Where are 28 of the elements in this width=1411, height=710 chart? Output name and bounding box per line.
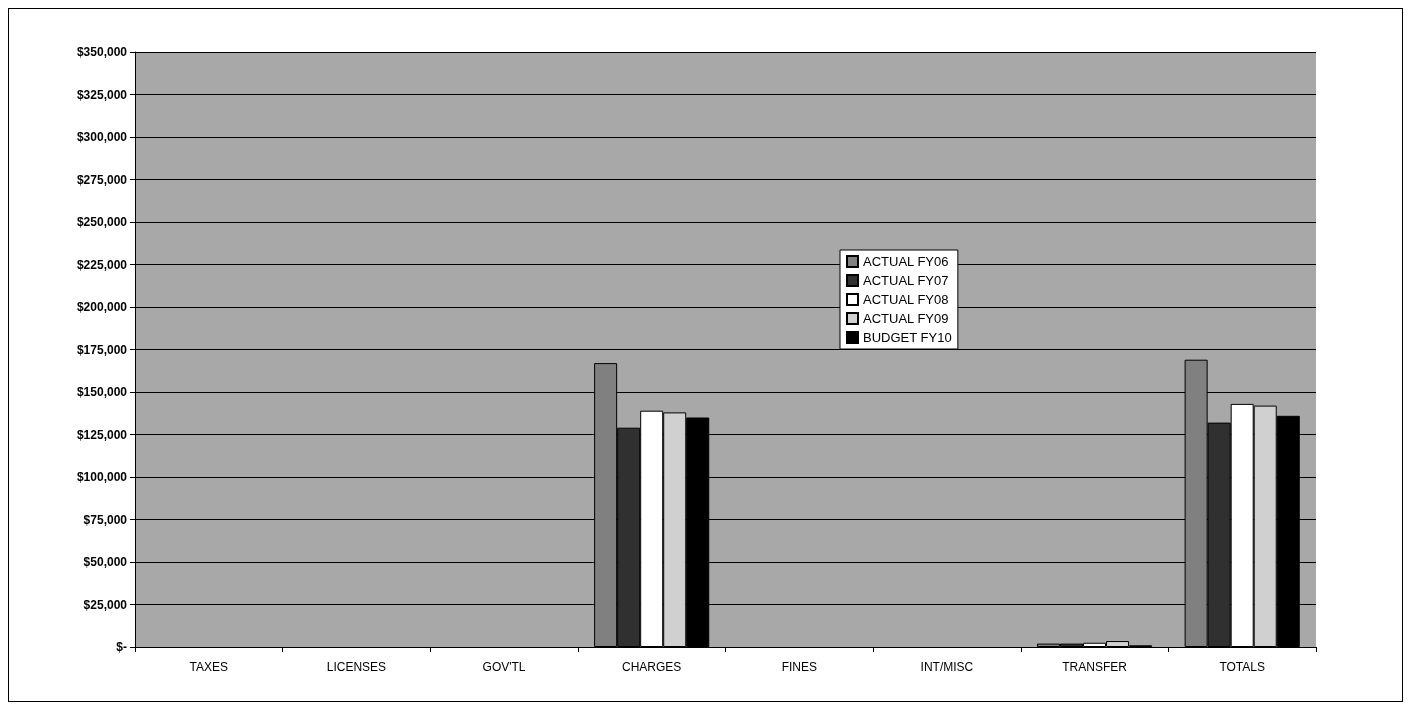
- x-tick-label: GOV'TL: [482, 660, 526, 674]
- y-tick-label: $175,000: [76, 342, 128, 357]
- x-tick-label: TRANSFER: [1062, 660, 1128, 674]
- y-tick-label: $200,000: [76, 300, 128, 314]
- x-tick-label: TAXES: [189, 660, 229, 674]
- x-tick-label: LICENSES: [326, 660, 387, 674]
- y-tick-label: $150,000: [76, 385, 128, 399]
- x-tick-label: FINES: [781, 660, 817, 674]
- y-tick-label: $50,000: [83, 555, 128, 569]
- y-tick-label: $100,000: [76, 470, 128, 484]
- y-tick-label: $250,000: [76, 215, 128, 229]
- y-tick-label: $325,000: [76, 87, 128, 102]
- y-tick-label: $225,000: [76, 257, 128, 272]
- y-tick-label: $275,000: [76, 172, 128, 187]
- x-tick-label: CHARGES: [622, 660, 682, 674]
- x-tick-label: INT/MISC: [920, 660, 974, 674]
- legend-label: ACTUAL FY07: [863, 273, 949, 288]
- y-tick-label: $350,000: [76, 45, 128, 59]
- y-tick-label: $125,000: [76, 427, 128, 442]
- y-tick-label: $-: [116, 640, 127, 654]
- legend-label: BUDGET FY10: [863, 330, 952, 345]
- legend-label: ACTUAL FY09: [863, 311, 949, 326]
- y-tick-label: $300,000: [76, 130, 128, 144]
- y-tick-label: $75,000: [83, 512, 128, 527]
- legend-label: ACTUAL FY08: [863, 292, 949, 307]
- legend-label: ACTUAL FY06: [863, 254, 949, 269]
- x-tick-label: TOTALS: [1219, 660, 1265, 674]
- y-tick-label: $25,000: [83, 597, 128, 612]
